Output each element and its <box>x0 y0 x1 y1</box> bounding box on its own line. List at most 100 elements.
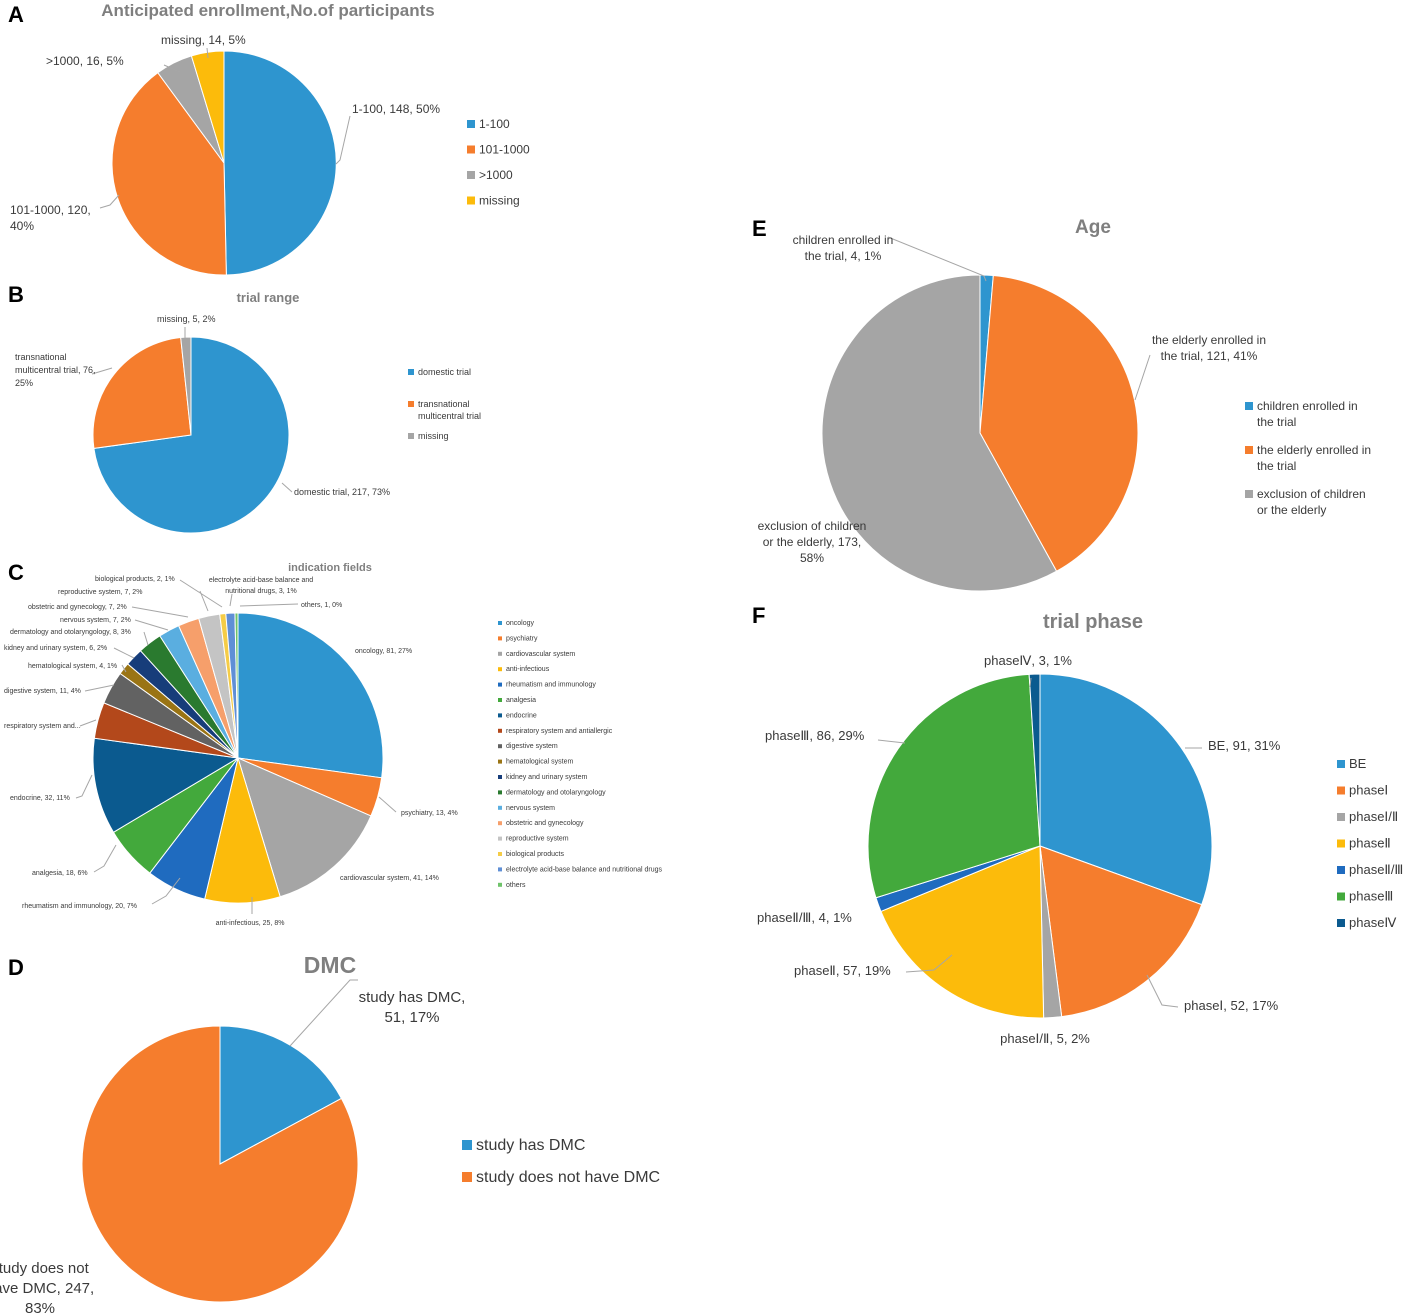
data-label-e-the-elderly-enrolled-in-the-trial: the elderly enrolled in the trial, 121, 4… <box>1152 333 1266 363</box>
legend-label-f-phase: phaseⅡ/Ⅲ <box>1349 862 1403 877</box>
leader-line-d-study-has-dmc <box>289 979 358 1047</box>
legend-swatch-c-obstetric-and-gynecology <box>498 821 502 826</box>
pie-slice-d-study-does-not-have-dmc <box>81 1025 359 1303</box>
leader-line-c-respiratory-system-and-antiallergic <box>79 719 97 727</box>
legend-label-b-transnational-multicentral-trial: transnational multicentral trial <box>418 399 481 421</box>
leader-line-c-digestive-system <box>84 684 115 692</box>
pie-slice-a-1-100 <box>223 50 337 276</box>
pie-slice-f-phase <box>867 673 1041 899</box>
panel-letter-f: F <box>752 603 765 628</box>
legend-label-a-missing: missing <box>479 194 520 208</box>
data-label-f-phase: phaseⅡ, 57, 19% <box>794 963 891 978</box>
legend-label-c-hematological-system: hematological system <box>506 759 573 766</box>
data-label-c-psychiatry: psychiatry, 13, 4% <box>401 810 458 817</box>
legend-label-c-endocrine: endocrine <box>506 712 537 719</box>
legend-label-f-phase: phaseⅠ/Ⅱ <box>1349 809 1398 824</box>
legend-label-a-101-1000: 101-1000 <box>479 143 530 157</box>
legend-swatch-f-phase <box>1337 786 1345 795</box>
leader-line-c-reproductive-system <box>199 590 209 612</box>
data-label-c-reproductive-system: reproductive system, 7, 2% <box>58 589 142 596</box>
legend-label-f-be: BE <box>1349 756 1367 771</box>
leader-line-c-electrolyte-acid-base-balance-and-nutritional-drugs <box>229 593 233 607</box>
legend-label-c-respiratory-system-and-antiallergic: respiratory system and antiallergic <box>506 728 613 735</box>
leader-line-c-endocrine <box>75 774 93 799</box>
data-label-e-exclusion-of-children-or-the-elderly: exclusion of children or the elderly, 173… <box>758 519 867 565</box>
legend-swatch-b-transnational-multicentral-trial <box>408 401 414 407</box>
legend-swatch-c-biological-products <box>498 852 502 856</box>
leader-line-c-biological-products <box>179 579 223 608</box>
data-label-c-others: others, 1, 0% <box>301 602 342 609</box>
legend-label-c-analgesia: analgesia <box>506 697 536 704</box>
legend-label-a-1-100: 1-100 <box>479 117 510 131</box>
data-label-c-biological-products: biological products, 2, 1% <box>95 576 175 583</box>
pie-slice-b-missing <box>180 336 192 436</box>
leader-line-f-phase <box>1029 677 1032 688</box>
leader-line-f-phase <box>1146 974 1179 1008</box>
panel-letter-e: E <box>752 216 767 241</box>
leader-line-a-101-1000 <box>99 194 120 209</box>
leader-line-e-children-enrolled-in-the-trial <box>887 236 987 282</box>
legend-label-c-dermatology-and-otolaryngology: dermatology and otolaryngology <box>506 789 606 796</box>
leader-line-c-hematological-system <box>121 664 127 673</box>
legend-swatch-c-psychiatry <box>498 636 502 641</box>
legend-swatch-e-children-enrolled-in-the-trial <box>1245 402 1253 410</box>
legend-swatch-a-101-1000 <box>467 145 475 154</box>
data-label-d-study-has-dmc: study has DMC, 51, 17% <box>359 989 466 1026</box>
leader-line-c-rheumatism-and-immunology <box>151 877 181 905</box>
data-label-a-1-100: 1-100, 148, 50% <box>352 102 440 116</box>
data-label-a-missing: missing, 14, 5% <box>161 33 246 47</box>
chart-title-e: Age <box>1075 217 1111 238</box>
legend-swatch-a-1-100 <box>467 120 475 128</box>
legend-swatch-c-anti-infectious <box>498 667 502 672</box>
legend-label-c-reproductive-system: reproductive system <box>506 836 569 843</box>
legend-label-e-children-enrolled-in-the-trial: children enrolled in the trial <box>1257 399 1358 429</box>
data-label-a-1000: >1000, 16, 5% <box>46 54 124 68</box>
legend-label-c-psychiatry: psychiatry <box>506 635 538 642</box>
chart-title-f: trial phase <box>1043 611 1143 633</box>
legend-swatch-c-cardiovascular-system <box>498 651 502 656</box>
legend-label-f-phase: phaseⅠ <box>1349 783 1388 798</box>
data-label-c-anti-infectious: anti-infectious, 25, 8% <box>216 920 285 927</box>
data-label-a-101-1000: 101-1000, 120, 40% <box>10 203 91 233</box>
legend-label-c-cardiovascular-system: cardiovascular system <box>506 651 575 658</box>
leader-line-c-analgesia <box>93 844 117 873</box>
legend-swatch-f-phase <box>1337 866 1345 874</box>
data-label-c-nervous-system: nervous system, 7, 2% <box>60 617 131 624</box>
data-label-f-phase: phaseⅢ, 86, 29% <box>765 728 865 743</box>
data-label-c-digestive-system: digestive system, 11, 4% <box>4 688 81 695</box>
data-label-f-phase: phaseⅡ/Ⅲ, 4, 1% <box>757 910 852 925</box>
legend-swatch-c-reproductive-system <box>498 836 502 841</box>
pie-slice-c-endocrine <box>92 737 240 833</box>
data-label-c-kidney-and-urinary-system: kidney and urinary system, 6, 2% <box>4 645 107 652</box>
pie-slice-f-phase <box>1039 845 1203 1018</box>
legend-label-f-phase: phaseⅣ <box>1349 915 1396 930</box>
leader-line-b-transnational-multicentral-trial <box>91 367 113 375</box>
leader-line-c-others <box>239 603 299 607</box>
data-label-c-oncology: oncology, 81, 27% <box>355 648 412 655</box>
pie-slice-b-transnational-multicentral-trial <box>92 336 192 449</box>
leader-line-a-1-100 <box>335 115 351 165</box>
pie-slice-f-phase <box>880 845 1045 1019</box>
panel-letter-a: A <box>8 2 24 27</box>
legend-label-c-nervous-system: nervous system <box>506 805 555 812</box>
data-label-b-missing: missing, 5, 2% <box>157 314 216 324</box>
leader-line-c-psychiatry <box>378 796 397 813</box>
leader-line-a-1000 <box>163 64 181 73</box>
data-label-f-phase: phaseⅠ/Ⅱ, 5, 2% <box>1000 1031 1090 1046</box>
legend-swatch-c-nervous-system <box>498 805 502 810</box>
legend-swatch-f-phase <box>1337 839 1345 848</box>
pie-slice-c-oncology <box>237 612 384 779</box>
data-label-c-dermatology-and-otolaryngology: dermatology and otolaryngology, 8, 3% <box>10 629 131 636</box>
legend-swatch-a-missing <box>467 196 475 205</box>
leader-line-c-obstetric-and-gynecology <box>131 606 189 618</box>
legend-swatch-c-hematological-system <box>498 759 502 764</box>
data-label-c-electrolyte-acid-base-balance-and-nutritional-drugs: electrolyte acid-base balance and nutriti… <box>209 577 313 595</box>
chart-title-b: trial range <box>237 290 300 305</box>
legend-label-c-anti-infectious: anti-infectious <box>506 666 550 673</box>
legend-swatch-c-analgesia <box>498 698 502 702</box>
legend-swatch-f-phase <box>1337 892 1345 901</box>
data-label-b-transnational-multicentral-trial: transnational multicentral trial, 76, 25% <box>15 352 96 388</box>
pie-slice-a-101-1000 <box>111 71 227 276</box>
data-label-c-cardiovascular-system: cardiovascular system, 41, 14% <box>340 875 439 882</box>
